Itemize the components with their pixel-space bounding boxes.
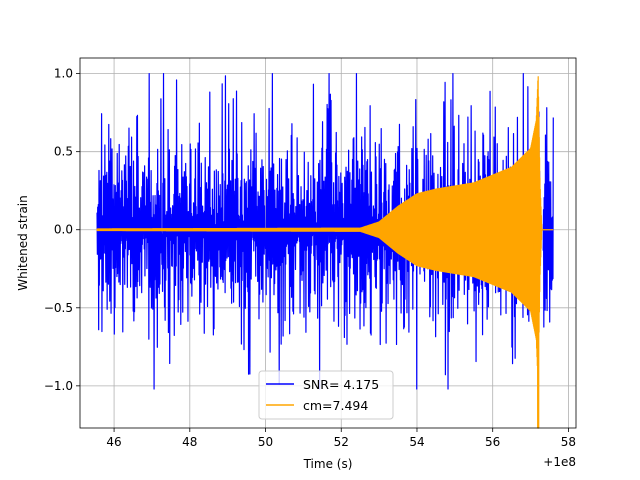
y-tick-label: 0.5 [54, 145, 73, 159]
y-ticks: −1.0 −0.5 0.0 0.5 1.0 [44, 67, 80, 393]
legend-box [258, 370, 394, 420]
x-tick-label: 48 [182, 435, 197, 449]
x-tick-label: 54 [409, 435, 424, 449]
series-layer [96, 73, 554, 429]
x-tick-label: 50 [258, 435, 273, 449]
y-axis-title: Whitened strain [16, 195, 30, 291]
y-tick-label: 1.0 [54, 67, 73, 81]
x-offset-label: +1e8 [543, 455, 576, 469]
legend: SNR= 4.175 cm=7.494 [258, 370, 394, 420]
x-axis-title: Time (s) [303, 457, 353, 471]
plot-frame [79, 57, 577, 429]
x-tick-label: 58 [561, 435, 576, 449]
y-tick-label: 0.0 [54, 223, 73, 237]
x-tick-label: 56 [485, 435, 500, 449]
series-line-cm [96, 76, 554, 429]
legend-label-cm: cm=7.494 [303, 398, 368, 413]
x-ticks: 46 48 50 52 54 56 58 [106, 428, 576, 449]
x-tick-label: 46 [106, 435, 121, 449]
y-tick-label: −0.5 [44, 301, 73, 315]
legend-label-snr: SNR= 4.175 [303, 377, 379, 392]
y-tick-label: −1.0 [44, 379, 73, 393]
x-tick-label: 52 [334, 435, 349, 449]
